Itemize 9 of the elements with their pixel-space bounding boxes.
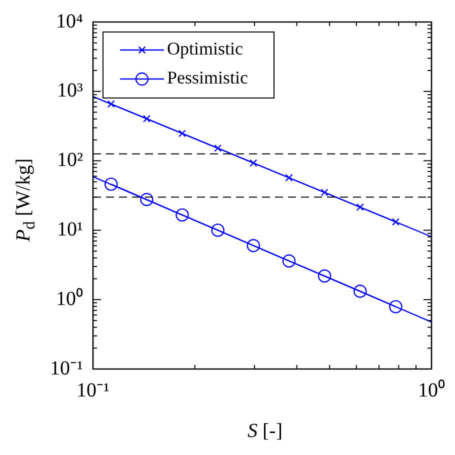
y-tick-label: 10⁴ [56, 10, 84, 32]
y-tick-label: 10² [56, 149, 83, 172]
y-tick-label: 10⁰ [56, 286, 83, 310]
y-tick-label: 10⁻¹ [50, 357, 83, 380]
legend-label: Optimistic [166, 38, 244, 59]
y-tick-label: 10³ [56, 80, 83, 102]
y-tick-label: 10¹ [56, 218, 83, 240]
legend-label: Pessimistic [166, 68, 248, 88]
x-axis-title: S [-] [248, 420, 282, 443]
